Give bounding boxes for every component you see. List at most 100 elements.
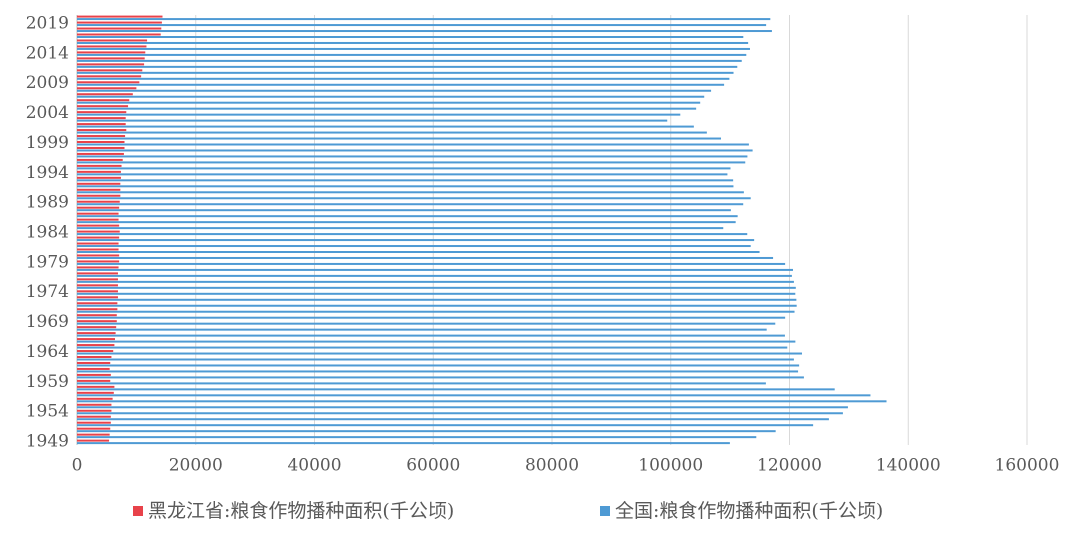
x-tick-label: 20000	[169, 456, 223, 476]
y-tick-label: 1949	[26, 432, 69, 452]
bar	[77, 119, 668, 122]
bar	[77, 406, 848, 409]
x-tick-label: 80000	[525, 456, 579, 476]
bar	[77, 290, 118, 293]
bar	[77, 230, 120, 233]
bar	[77, 370, 799, 373]
bar	[77, 248, 119, 251]
bar	[77, 418, 829, 421]
legend-label: 黑龙江省:粮食作物播种面积(千公顷)	[148, 500, 454, 522]
bar	[77, 39, 148, 42]
bar	[77, 15, 163, 18]
bar	[77, 131, 707, 134]
bar	[77, 170, 121, 173]
bar	[77, 227, 724, 230]
bar	[77, 194, 121, 197]
bar	[77, 364, 800, 367]
bar	[77, 388, 835, 391]
bar	[77, 278, 118, 281]
bar	[77, 191, 744, 194]
bar	[77, 141, 125, 144]
bar	[77, 356, 112, 359]
bar	[77, 164, 122, 167]
x-tick-label: 100000	[638, 456, 703, 476]
bar	[77, 158, 123, 161]
bar	[77, 382, 766, 385]
legend-label: 全国:粮食作物播种面积(千公顷)	[615, 500, 883, 522]
bar	[77, 63, 145, 66]
bar	[77, 53, 747, 56]
bar	[77, 430, 776, 433]
bar	[77, 436, 757, 439]
bar	[77, 245, 751, 248]
bar	[77, 81, 140, 84]
y-tick-label: 1994	[26, 163, 69, 183]
bar	[77, 155, 748, 158]
bar	[77, 233, 748, 236]
y-tick-label: 1974	[26, 282, 69, 302]
bar	[77, 376, 804, 379]
bar	[77, 344, 115, 347]
bar	[77, 409, 112, 412]
bar	[77, 292, 796, 295]
bar	[77, 45, 147, 48]
bar	[77, 322, 776, 325]
y-tick-label: 1954	[26, 402, 69, 422]
bar	[77, 415, 111, 418]
bar	[77, 302, 118, 305]
bar	[77, 391, 114, 394]
bar	[77, 107, 697, 110]
bar	[77, 379, 111, 382]
bar	[77, 304, 797, 307]
bar	[77, 350, 114, 353]
y-tick-label: 2009	[26, 73, 69, 93]
bar	[77, 236, 120, 239]
x-tick-label: 160000	[995, 456, 1060, 476]
bar	[77, 123, 126, 126]
bar	[77, 361, 111, 364]
bar	[77, 400, 887, 403]
bar	[77, 167, 731, 170]
bar	[77, 320, 117, 323]
bar	[77, 24, 767, 27]
bar	[77, 421, 111, 424]
bar	[77, 203, 744, 206]
bar	[77, 242, 119, 245]
bar	[77, 262, 786, 265]
y-tick-label: 1969	[26, 312, 69, 332]
x-tick-label: 40000	[287, 456, 341, 476]
y-tick-label: 2019	[26, 13, 69, 33]
bar	[77, 185, 734, 188]
bar	[77, 298, 797, 301]
legend-swatch	[600, 506, 610, 516]
bar	[77, 75, 142, 78]
bar	[77, 21, 162, 24]
bar	[77, 334, 785, 337]
bar	[77, 433, 110, 436]
bar	[77, 57, 145, 60]
bar	[77, 83, 725, 86]
bar	[77, 105, 129, 108]
bar	[77, 215, 738, 218]
bar	[77, 314, 117, 317]
y-tick-label: 1989	[26, 193, 69, 213]
bar	[77, 274, 792, 277]
bar	[77, 129, 127, 132]
bar	[77, 152, 124, 155]
bar	[77, 137, 721, 140]
y-tick-label: 2004	[26, 103, 69, 123]
bar	[77, 367, 110, 370]
bar	[77, 442, 730, 445]
bar	[77, 36, 744, 39]
bar	[77, 326, 117, 329]
bar	[77, 33, 161, 36]
bar	[77, 113, 681, 116]
x-tick-label: 0	[72, 456, 83, 476]
bar	[77, 197, 751, 200]
x-tick-label: 120000	[757, 456, 822, 476]
bar	[77, 424, 814, 427]
bar	[77, 65, 738, 68]
x-tick-label: 60000	[406, 456, 460, 476]
bar	[77, 268, 793, 271]
bar	[77, 403, 112, 406]
